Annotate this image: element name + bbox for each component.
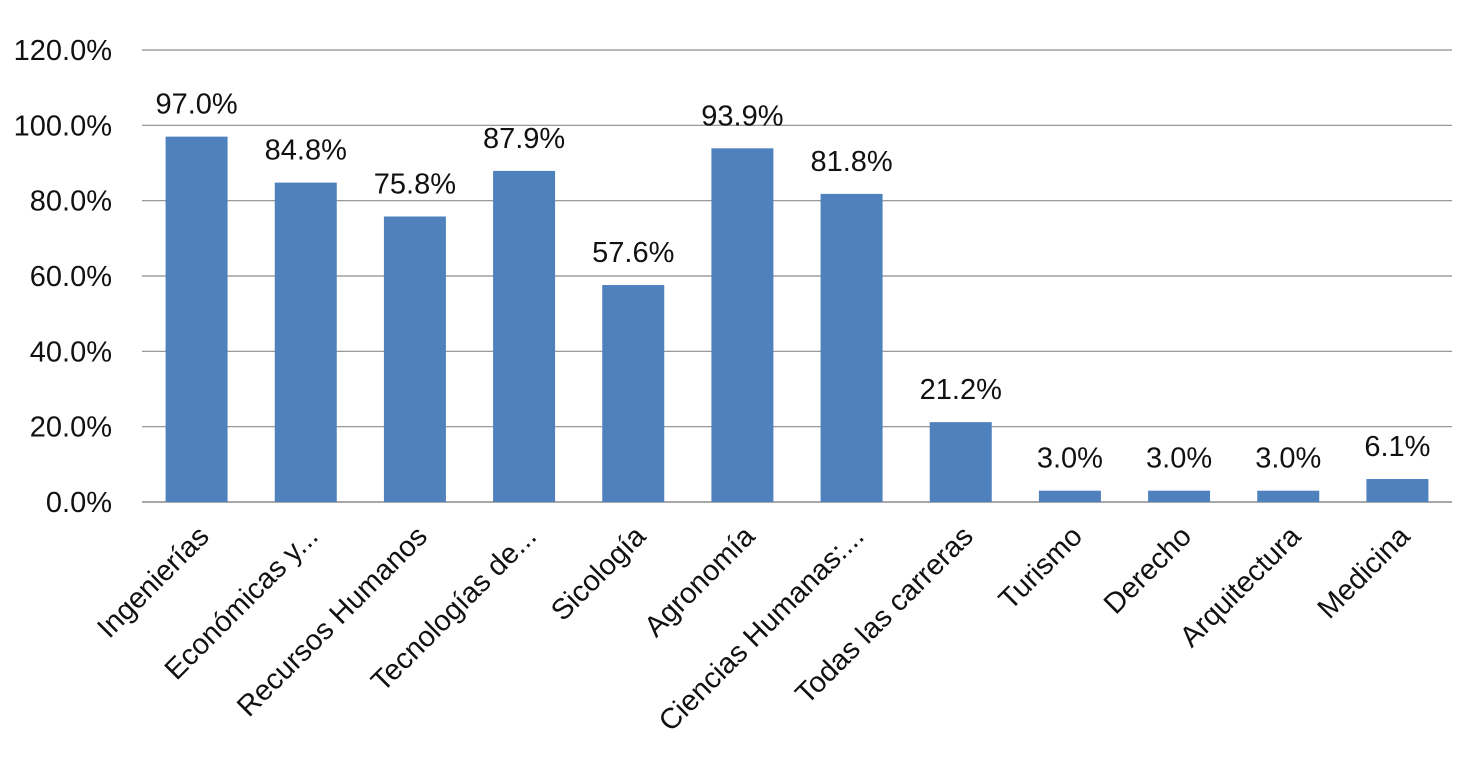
- bar: [493, 170, 556, 502]
- data-label: 57.6%: [592, 237, 674, 269]
- y-tick-label: 0.0%: [46, 487, 112, 519]
- bar: [1038, 490, 1101, 502]
- bar: [929, 422, 992, 502]
- bar: [1257, 490, 1320, 502]
- y-tick-label: 120.0%: [14, 35, 112, 67]
- y-tick-label: 20.0%: [30, 412, 112, 444]
- data-label: 84.8%: [265, 135, 347, 167]
- data-label: 97.0%: [155, 89, 237, 121]
- x-tick-label: Medicina: [1312, 520, 1417, 625]
- bar: [602, 285, 665, 502]
- bar: [274, 182, 337, 502]
- data-label: 3.0%: [1037, 443, 1103, 475]
- data-labels: 97.0% 84.8% 75.8% 87.9% 57.6% 93.9% 81.8% 21.2%…: [155, 89, 1430, 475]
- data-label: 3.0%: [1255, 443, 1321, 475]
- gridlines: [142, 49, 1452, 503]
- bar: [383, 216, 446, 502]
- x-tick-label: Turismo: [993, 520, 1089, 616]
- y-axis-ticks: 0.0% 20.0% 40.0% 60.0% 80.0% 100.0% 120.0%: [14, 35, 112, 519]
- data-label: 87.9%: [483, 123, 565, 155]
- y-tick-label: 40.0%: [30, 336, 112, 368]
- y-tick-label: 80.0%: [30, 186, 112, 218]
- data-label: 3.0%: [1146, 443, 1212, 475]
- data-label: 6.1%: [1364, 431, 1430, 463]
- data-label: 21.2%: [920, 374, 1002, 406]
- x-tick-label: Derecho: [1098, 520, 1198, 620]
- data-label: 75.8%: [374, 168, 456, 200]
- x-tick-label: Sicología: [545, 520, 653, 628]
- bar: [711, 148, 774, 502]
- data-label: 93.9%: [701, 100, 783, 132]
- x-tick-label: Ciencias Humanas:...: [653, 520, 871, 738]
- bar: [820, 193, 883, 503]
- x-tick-label: Recursos Humanos: [231, 520, 434, 723]
- y-tick-label: 60.0%: [30, 261, 112, 293]
- bar: [165, 136, 228, 502]
- y-tick-label: 100.0%: [14, 110, 112, 142]
- bar: [1148, 490, 1211, 502]
- data-label: 81.8%: [810, 146, 892, 178]
- bar: [1366, 479, 1429, 502]
- bars: [165, 136, 1429, 503]
